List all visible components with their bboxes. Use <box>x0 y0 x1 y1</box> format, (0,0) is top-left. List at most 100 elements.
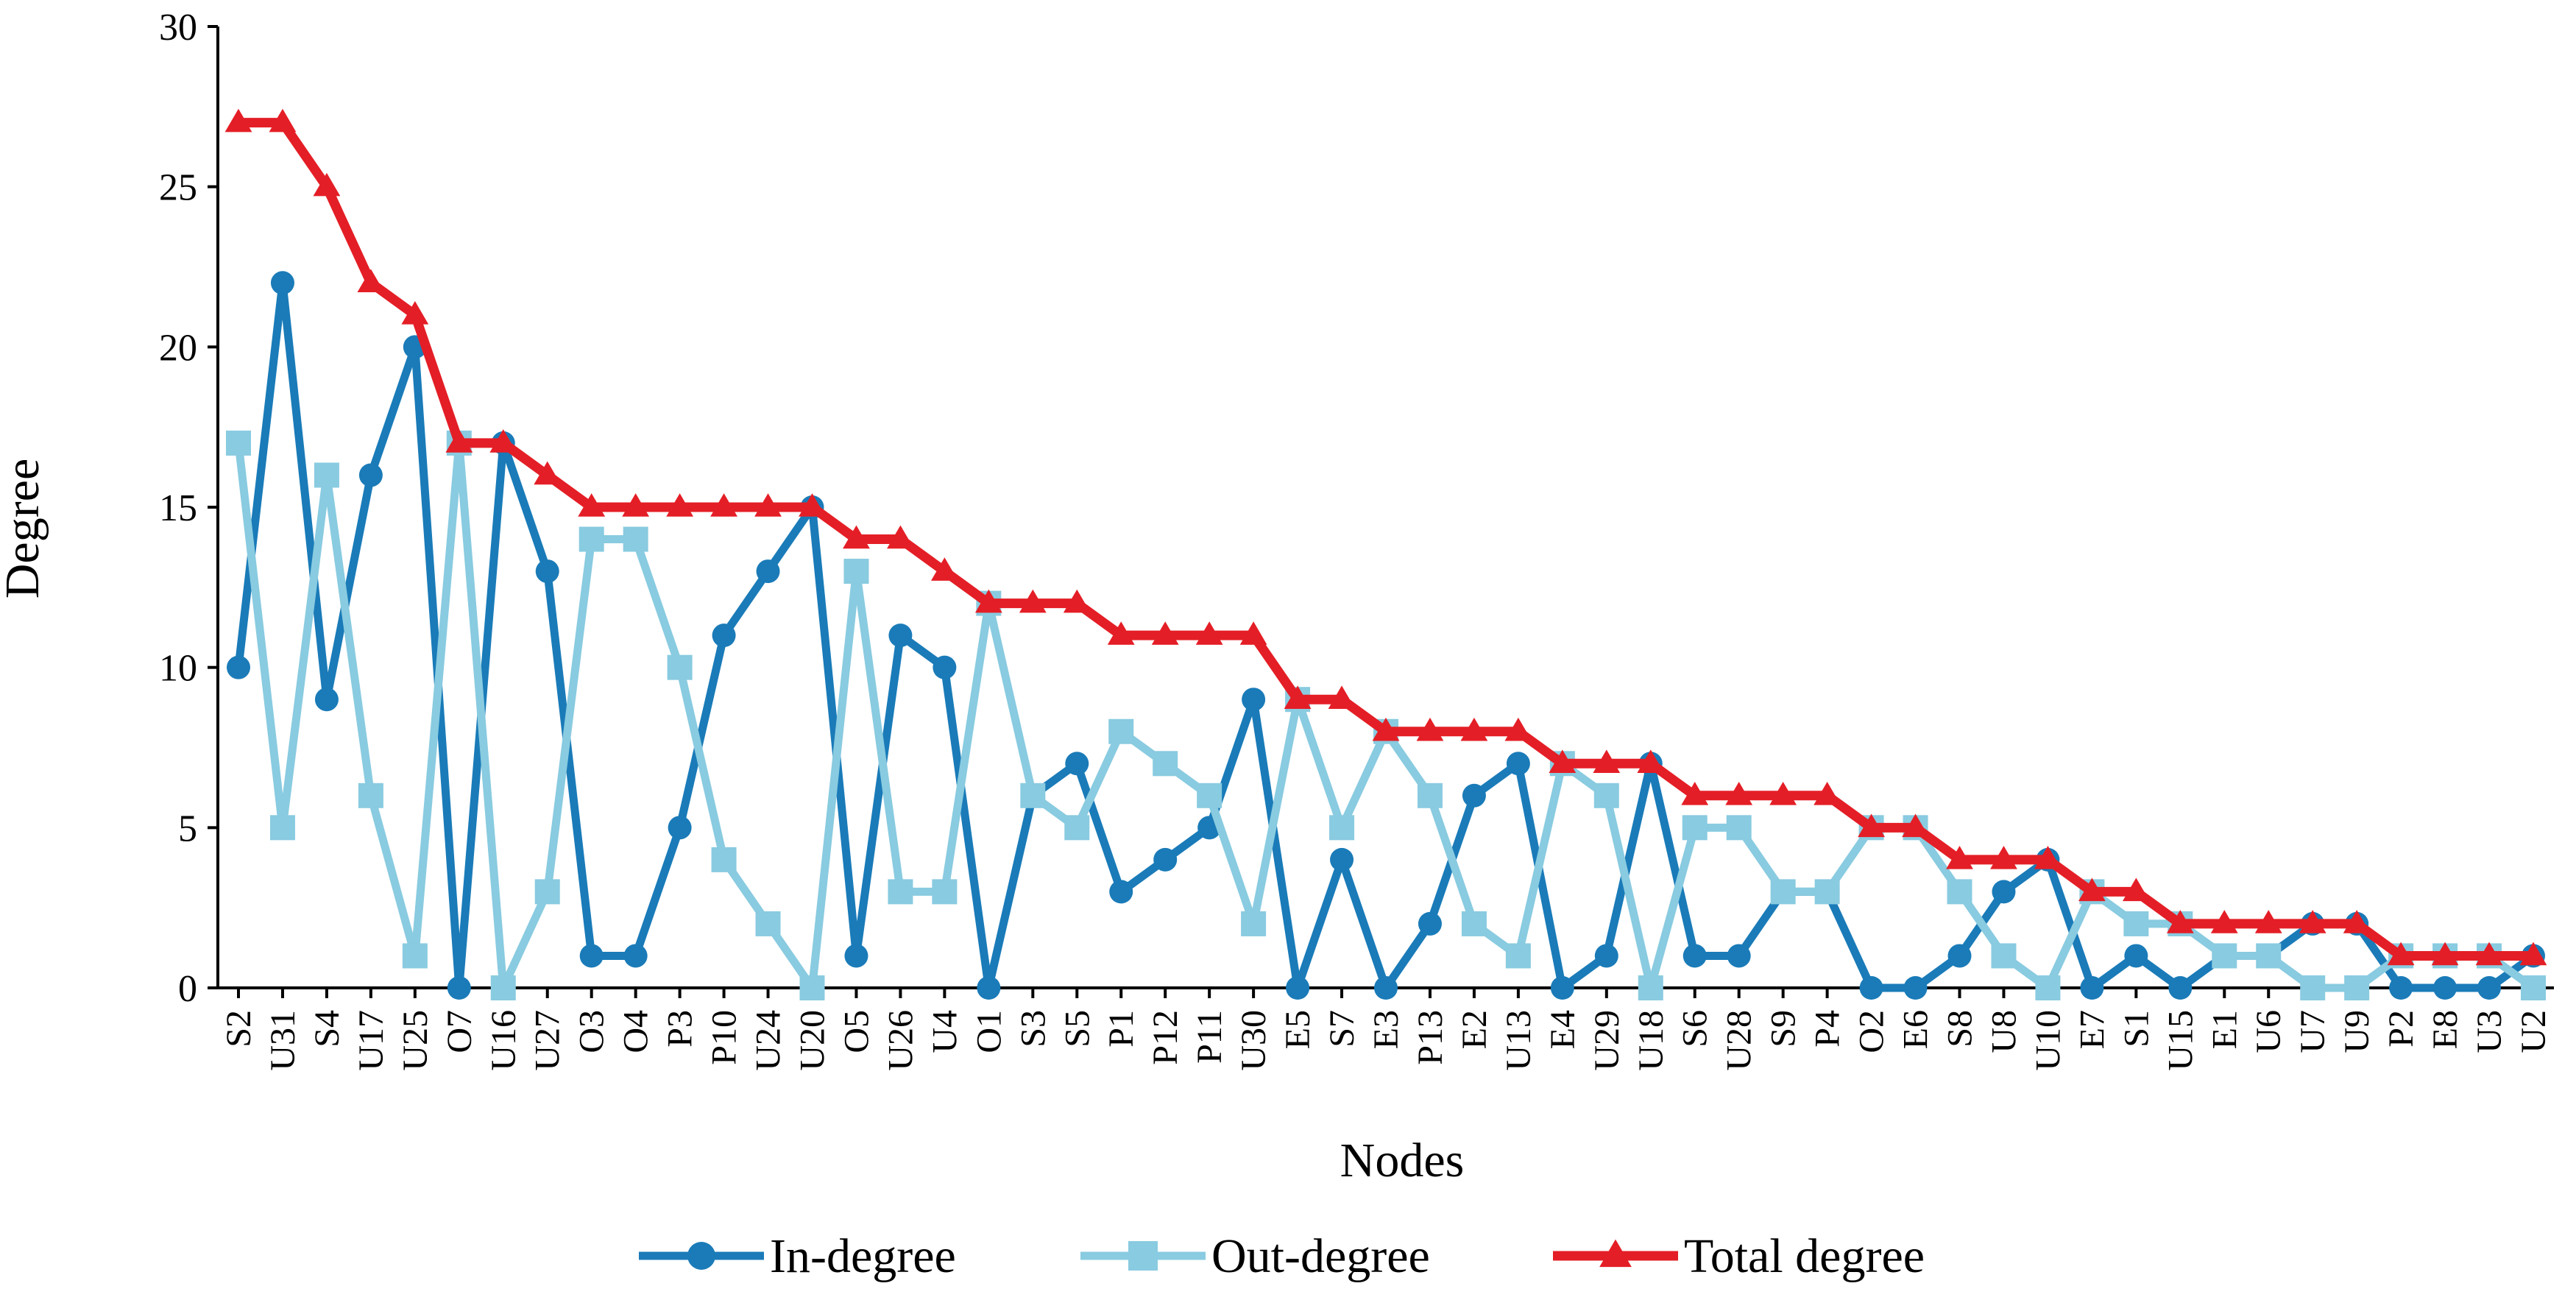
data-point-in-degree <box>1594 944 1618 968</box>
data-point-out-degree <box>1682 815 1708 841</box>
data-point-out-degree <box>490 975 516 1000</box>
y-tick-label: 10 <box>159 648 197 690</box>
x-tick-label: O1 <box>969 1010 1008 1053</box>
data-point-out-degree <box>2300 975 2326 1000</box>
x-tick-label: U7 <box>2293 1010 2332 1053</box>
data-point-total-degree <box>622 493 650 517</box>
data-point-in-degree <box>844 944 868 968</box>
data-point-total-degree <box>1769 781 1797 805</box>
data-point-in-degree <box>270 271 294 295</box>
series-total-degree <box>224 108 2547 966</box>
x-tick-label: P10 <box>705 1010 744 1065</box>
y-tick-label: 0 <box>178 968 197 1010</box>
x-tick-label: U20 <box>793 1010 832 1071</box>
y-tick-label: 5 <box>178 808 197 849</box>
x-tick-label: E1 <box>2205 1010 2244 1049</box>
data-point-total-degree <box>1328 685 1356 709</box>
data-point-out-degree <box>2256 943 2282 969</box>
data-point-total-degree <box>445 429 473 453</box>
data-point-in-degree <box>1859 976 1883 1000</box>
data-point-in-degree <box>2124 944 2148 968</box>
data-point-out-degree <box>578 526 604 552</box>
x-tick-label: S8 <box>1941 1010 1980 1048</box>
x-tick-label: U31 <box>263 1010 302 1071</box>
legend-item-out-degree: Out-degree <box>1080 1229 1430 1283</box>
data-point-out-degree <box>1064 815 1090 841</box>
data-point-out-degree <box>623 526 648 552</box>
data-point-out-degree <box>1505 943 1531 969</box>
data-point-in-degree <box>1947 944 1972 968</box>
series-lines <box>224 108 2547 1000</box>
data-point-total-degree <box>843 525 870 549</box>
x-tick-label: P3 <box>661 1010 700 1048</box>
data-point-in-degree <box>1242 688 1266 712</box>
data-point-out-degree <box>314 462 339 488</box>
x-tick-label: U30 <box>1234 1010 1273 1071</box>
x-tick-label: P12 <box>1146 1010 1185 1065</box>
x-tick-label: U29 <box>1588 1010 1627 1071</box>
data-point-total-degree <box>1239 621 1267 645</box>
data-point-in-degree <box>1109 880 1133 904</box>
x-tick-label: E8 <box>2426 1010 2465 1049</box>
data-point-total-degree <box>224 108 252 133</box>
data-point-out-degree <box>932 879 958 905</box>
data-point-total-degree <box>1858 813 1885 838</box>
data-point-total-degree <box>578 493 606 517</box>
x-tick-label: O5 <box>837 1010 876 1053</box>
data-point-out-degree <box>1814 879 1840 905</box>
data-point-in-degree <box>933 655 957 679</box>
legend-marker <box>1128 1241 1158 1271</box>
x-tick-label: U4 <box>925 1010 964 1053</box>
x-tick-label: U3 <box>2470 1010 2509 1053</box>
data-point-out-degree <box>534 879 560 905</box>
data-point-total-degree <box>1284 685 1312 709</box>
x-tick-label: E3 <box>1367 1010 1406 1049</box>
x-tick-label: E5 <box>1278 1010 1317 1049</box>
data-point-total-degree <box>1814 781 1841 805</box>
data-point-out-degree <box>1329 815 1355 841</box>
data-point-in-degree <box>1903 976 1928 1000</box>
data-point-in-degree <box>1462 783 1486 808</box>
data-point-out-degree <box>2035 975 2061 1000</box>
data-point-out-degree <box>799 975 825 1000</box>
x-tick-label: O3 <box>573 1010 612 1053</box>
data-point-in-degree <box>888 623 913 648</box>
data-point-in-degree <box>712 623 736 648</box>
data-point-out-degree <box>226 430 251 456</box>
x-tick-label: P2 <box>2382 1010 2421 1048</box>
data-point-total-degree <box>666 493 694 517</box>
x-tick-label: P4 <box>1808 1010 1847 1048</box>
x-tick-label: U25 <box>396 1010 435 1071</box>
data-point-total-degree <box>710 493 737 517</box>
data-point-out-degree <box>1020 783 1046 808</box>
data-point-total-degree <box>887 525 914 549</box>
data-point-in-degree <box>2477 976 2502 1000</box>
data-point-out-degree <box>1593 783 1619 808</box>
legend: In-degree Out-degree Total degree <box>639 1229 1925 1283</box>
legend-label: In-degree <box>770 1229 956 1283</box>
x-tick-label: U6 <box>2249 1010 2288 1053</box>
x-tick-label: S4 <box>308 1010 347 1048</box>
data-point-total-degree <box>2431 942 2459 966</box>
data-point-total-degree <box>1151 621 1179 645</box>
data-point-in-degree <box>2433 976 2458 1000</box>
x-tick-label: P1 <box>1102 1010 1141 1048</box>
data-point-in-degree <box>1374 976 1398 1000</box>
data-point-out-degree <box>711 847 737 872</box>
data-point-total-degree <box>1549 749 1577 774</box>
data-point-out-degree <box>755 911 781 936</box>
data-point-total-degree <box>2387 942 2415 966</box>
data-point-out-degree <box>888 879 913 905</box>
data-point-in-degree <box>1286 976 1310 1000</box>
data-point-total-degree <box>1372 717 1400 741</box>
data-point-total-degree <box>1019 589 1047 613</box>
data-point-out-degree <box>358 783 383 808</box>
x-tick-label: U24 <box>749 1010 788 1071</box>
x-tick-label: U13 <box>1499 1010 1538 1071</box>
data-point-out-degree <box>2123 911 2149 936</box>
data-point-total-degree <box>1637 749 1665 774</box>
x-axis-title: Nodes <box>1340 1134 1465 1187</box>
x-tick-label: E7 <box>2073 1010 2112 1049</box>
x-tick-label: U17 <box>352 1010 391 1071</box>
